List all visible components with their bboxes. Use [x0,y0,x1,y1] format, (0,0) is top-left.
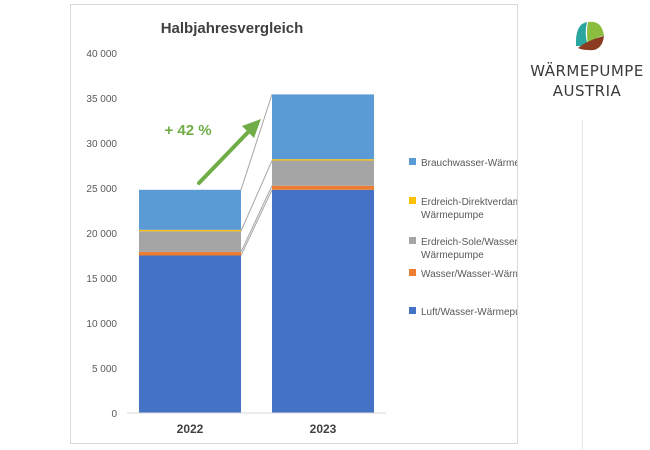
logo-wordmark-line1: WÄRMEPUMPE [530,62,644,80]
legend-label: Luft/Wasser-Wärmepumpe [421,307,517,318]
growth-arrowhead-icon [242,119,261,138]
y-tick-label: 40 000 [86,49,117,60]
chart-title: Halbjahresvergleich [161,20,304,37]
logo-divider [582,120,583,450]
bar-segment [272,159,374,161]
bar-segment [272,185,374,190]
legend-label: Erdreich-Direktverdampfer-Wärmepumpe [421,197,517,221]
growth-label: + 42 % [164,122,211,139]
bar-segment [272,160,374,186]
stacked-bar-chart: Halbjahresvergleich 0 5 000 10 000 15 000 20… [86,20,517,436]
bar-segment [139,255,241,413]
bar-segment [139,229,241,232]
bars [139,94,374,413]
y-tick-label: 35 000 [86,94,117,105]
chart-frame: Halbjahresvergleich 0 5 000 10 000 15 000 20… [70,4,518,444]
legend: Brauchwasser-Wärmepumpe Erdreich-Direktve… [409,158,517,318]
x-tick-label: 2023 [310,422,337,436]
y-axis: 0 5 000 10 000 15 000 20 000 25 000 30 000 35 0… [86,49,117,420]
legend-swatch [409,197,416,204]
y-tick-label: 10 000 [86,319,117,330]
legend-label: Brauchwasser-Wärmepumpe [421,158,517,169]
connector-line [240,185,273,253]
bar-segment [272,94,374,160]
y-tick-label: 0 [111,409,117,420]
x-axis: 2022 2023 [127,412,386,436]
logo-wordmark-line2: AUSTRIA [552,82,622,100]
x-tick-label: 2022 [177,422,204,436]
growth-annotation: + 42 % [164,119,261,185]
legend-swatch [409,307,416,314]
legend-swatch [409,269,416,276]
bar-segment [139,189,241,230]
bar-segment [272,189,374,413]
bar-segment [139,231,241,252]
y-tick-label: 15 000 [86,274,117,285]
y-tick-label: 5 000 [92,364,117,375]
legend-label: Erdreich-Sole/Wasser-Wärmepumpe [421,237,517,261]
legend-label: Wasser/Wasser-Wärmepumpe [421,269,517,280]
logo-mark-icon [575,21,604,51]
y-tick-label: 30 000 [86,139,117,150]
connector-line [240,189,273,256]
legend-swatch [409,158,416,165]
legend-swatch [409,237,416,244]
growth-arrow-icon [197,124,256,185]
connector-line [240,160,273,232]
bar-segment [139,251,241,256]
waermepumpe-austria-logo: WÄRMEPUMPE AUSTRIA [528,14,646,114]
connector-lines [240,94,273,256]
connector-line [240,94,273,190]
y-tick-label: 25 000 [86,184,117,195]
y-tick-label: 20 000 [86,229,117,240]
